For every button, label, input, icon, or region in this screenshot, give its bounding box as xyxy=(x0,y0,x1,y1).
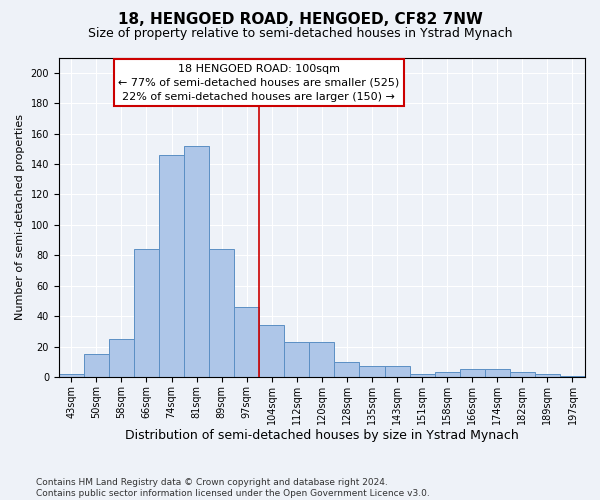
X-axis label: Distribution of semi-detached houses by size in Ystrad Mynach: Distribution of semi-detached houses by … xyxy=(125,430,519,442)
Bar xyxy=(84,354,109,377)
Bar xyxy=(284,342,310,377)
Bar xyxy=(560,376,585,377)
Text: Contains HM Land Registry data © Crown copyright and database right 2024.
Contai: Contains HM Land Registry data © Crown c… xyxy=(36,478,430,498)
Bar xyxy=(209,249,234,377)
Bar xyxy=(234,307,259,377)
Y-axis label: Number of semi-detached properties: Number of semi-detached properties xyxy=(15,114,25,320)
Bar xyxy=(259,326,284,377)
Text: 18 HENGOED ROAD: 100sqm
← 77% of semi-detached houses are smaller (525)
22% of s: 18 HENGOED ROAD: 100sqm ← 77% of semi-de… xyxy=(118,64,400,102)
Text: 18, HENGOED ROAD, HENGOED, CF82 7NW: 18, HENGOED ROAD, HENGOED, CF82 7NW xyxy=(118,12,482,28)
Bar xyxy=(359,366,385,377)
Bar xyxy=(410,374,434,377)
Bar xyxy=(310,342,334,377)
Bar xyxy=(460,370,485,377)
Bar xyxy=(485,370,510,377)
Bar xyxy=(334,362,359,377)
Bar xyxy=(184,146,209,377)
Bar xyxy=(434,372,460,377)
Bar xyxy=(385,366,410,377)
Text: Size of property relative to semi-detached houses in Ystrad Mynach: Size of property relative to semi-detach… xyxy=(88,28,512,40)
Bar xyxy=(134,249,159,377)
Bar xyxy=(109,339,134,377)
Bar xyxy=(59,374,84,377)
Bar xyxy=(159,155,184,377)
Bar xyxy=(535,374,560,377)
Bar xyxy=(510,372,535,377)
